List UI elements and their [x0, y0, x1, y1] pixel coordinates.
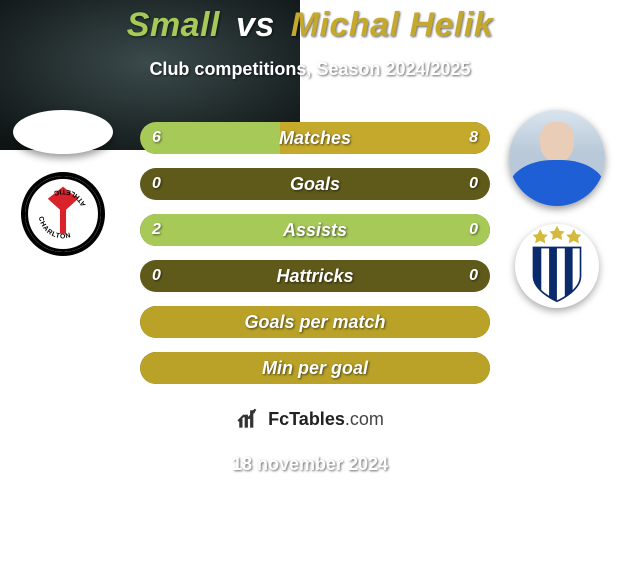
stat-row: 68Matches — [140, 122, 490, 154]
stat-value-right: 0 — [469, 267, 478, 285]
stat-label: Hattricks — [140, 266, 490, 287]
title-player1: Small — [127, 6, 220, 44]
title-vs: vs — [236, 6, 275, 44]
stat-value-left: 0 — [152, 267, 161, 285]
stat-value-right: 0 — [469, 175, 478, 193]
brand-text: FcTables.com — [268, 409, 384, 430]
stat-value-right: 0 — [469, 221, 478, 239]
stat-value-left: 6 — [152, 129, 161, 147]
left-player-column: CHARLTON ATHLETIC — [8, 110, 118, 256]
player1-avatar-placeholder — [13, 110, 113, 154]
huddersfield-crest-icon — [515, 224, 599, 308]
stat-bars: 68Matches00Goals20Assists00HattricksGoal… — [140, 122, 490, 384]
bar-fill-full — [140, 352, 490, 384]
stat-row: Goals per match — [140, 306, 490, 338]
stat-row: 20Assists — [140, 214, 490, 246]
player2-club-crest — [515, 224, 599, 308]
bar-fill-right — [280, 122, 490, 154]
brand-name: FcTables — [268, 409, 345, 429]
brand-suffix: .com — [345, 409, 384, 429]
stat-label: Goals — [140, 174, 490, 195]
stat-value-right: 8 — [469, 129, 478, 147]
subtitle: Club competitions, Season 2024/2025 — [0, 59, 620, 80]
stat-row: Min per goal — [140, 352, 490, 384]
bar-fill-left — [140, 122, 280, 154]
right-player-column — [502, 110, 612, 308]
charlton-crest-icon: CHARLTON ATHLETIC — [25, 176, 101, 252]
title-player2: Michal Helik — [291, 6, 494, 44]
comparison-title: Small vs Michal Helik — [0, 6, 620, 45]
bar-fill-left — [140, 214, 490, 246]
player1-club-crest: CHARLTON ATHLETIC — [21, 172, 105, 256]
stat-row: 0 0Goals — [140, 168, 490, 200]
brand-chart-icon — [236, 406, 262, 432]
player2-avatar — [509, 110, 605, 206]
stat-value-left: 2 — [152, 221, 161, 239]
stat-row: 0 0Hattricks — [140, 260, 490, 292]
stat-value-left: 0 — [152, 175, 161, 193]
brand-badge: FcTables.com — [202, 396, 418, 442]
date-line: 18 november 2024 — [0, 454, 620, 475]
bar-fill-full — [140, 306, 490, 338]
